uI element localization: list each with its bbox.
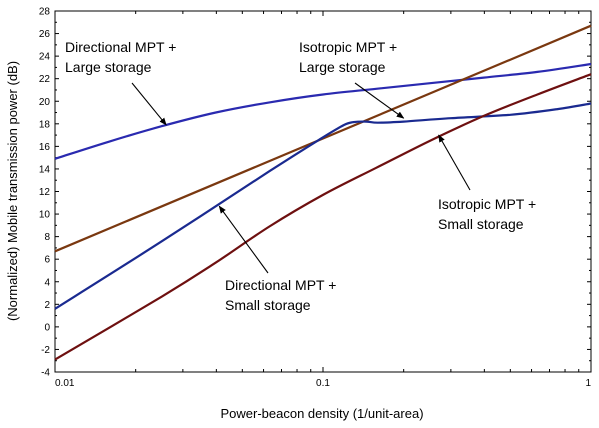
y-tick-label: 22 bbox=[39, 74, 51, 85]
y-tick-label: -4 bbox=[41, 368, 50, 379]
y-tick-label: 2 bbox=[44, 300, 50, 311]
annotation-text: Large storage bbox=[65, 59, 152, 75]
annotation-text: Large storage bbox=[299, 59, 386, 75]
x-tick-label: 0.01 bbox=[55, 378, 75, 389]
y-tick-label: 26 bbox=[39, 29, 51, 40]
y-tick-label: 8 bbox=[44, 232, 50, 243]
annotation-text: Directional MPT + bbox=[225, 277, 336, 293]
series-line-dir-large bbox=[54, 62, 592, 160]
annotation-text: Small storage bbox=[225, 297, 311, 313]
x-axis-label: Power-beacon density (1/unit-area) bbox=[220, 406, 423, 421]
y-tick-label: 24 bbox=[39, 52, 51, 63]
annotation-text: Directional MPT + bbox=[65, 39, 176, 55]
series-layer bbox=[54, 24, 592, 361]
y-tick-label: 0 bbox=[44, 322, 50, 333]
x-tick-label: 0.1 bbox=[316, 378, 330, 389]
annotation-arrow bbox=[354, 82, 405, 119]
y-tick-label: 16 bbox=[39, 142, 51, 153]
annotation-directional-small: Directional MPT + Small storage bbox=[218, 205, 336, 313]
x-tick-label: 1 bbox=[585, 378, 591, 389]
annotations: Directional MPT +Large storageIsotropic … bbox=[65, 39, 536, 313]
y-tick-label: 20 bbox=[39, 97, 51, 108]
series-line-dir-small bbox=[54, 102, 592, 310]
annotation-arrow bbox=[438, 134, 471, 191]
annotation-isotropic-large: Isotropic MPT + Large storage bbox=[299, 39, 405, 119]
y-tick-label: 12 bbox=[39, 187, 51, 198]
annotation-directional-large: Directional MPT + Large storage bbox=[65, 39, 176, 126]
y-tick-label: 28 bbox=[39, 7, 51, 18]
y-tick-label: 10 bbox=[39, 210, 51, 221]
x-axis: 0.01 0.1 1 bbox=[54, 11, 592, 389]
y-tick-label: -2 bbox=[41, 345, 50, 356]
y-tick-label: 6 bbox=[44, 255, 50, 266]
annotation-text: Small storage bbox=[438, 216, 524, 232]
y-tick-label: 14 bbox=[39, 164, 51, 175]
y-tick-label: 4 bbox=[44, 277, 50, 288]
series-line-iso-small bbox=[54, 73, 592, 361]
y-tick-label: 18 bbox=[39, 119, 51, 130]
annotation-text: Isotropic MPT + bbox=[438, 196, 536, 212]
annotation-text: Isotropic MPT + bbox=[299, 39, 397, 55]
y-axis-label: (Normalized) Mobile transmission power (… bbox=[5, 61, 20, 321]
annotation-arrow bbox=[218, 205, 269, 274]
annotation-isotropic-small: Isotropic MPT + Small storage bbox=[438, 134, 536, 232]
annotation-arrow bbox=[131, 82, 167, 126]
